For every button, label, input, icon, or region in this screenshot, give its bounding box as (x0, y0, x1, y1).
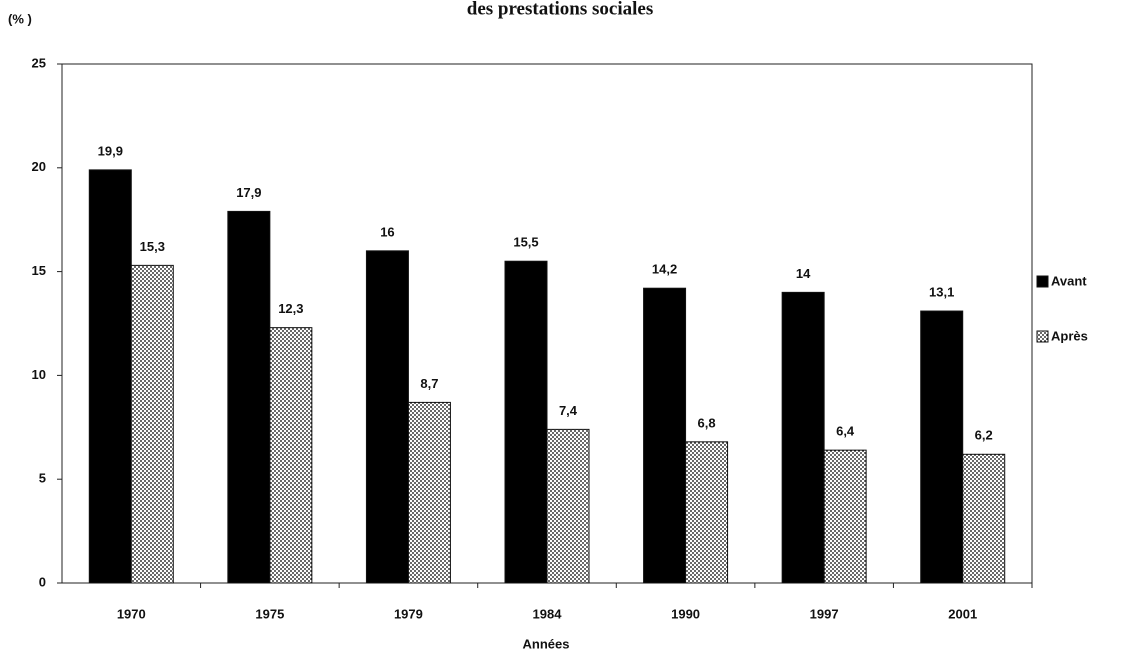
bar (643, 287, 687, 584)
bar (130, 264, 174, 584)
value-label: 15,3 (140, 239, 165, 254)
value-label: 17,9 (236, 185, 261, 200)
x-tick-label: 2001 (948, 606, 977, 621)
chart-title: des prestations sociales (467, 0, 653, 19)
value-label: 8,7 (420, 376, 438, 391)
y-tick-label: 15 (32, 263, 46, 278)
bar (365, 250, 409, 584)
y-axis-label: (% ) (8, 11, 32, 26)
legend-label: Après (1051, 328, 1088, 343)
x-tick-label: 1997 (810, 606, 839, 621)
bar (546, 428, 590, 584)
x-tick-label: 1979 (394, 606, 423, 621)
x-tick-label: 1984 (533, 606, 563, 621)
value-label: 16 (380, 224, 394, 239)
legend-label: Avant (1051, 273, 1087, 288)
legend-swatch (1036, 330, 1049, 343)
value-label: 13,1 (929, 284, 954, 299)
y-tick-label: 10 (32, 367, 46, 382)
bar (920, 310, 964, 584)
x-tick-label: 1975 (255, 606, 284, 621)
x-axis-label: Années (523, 636, 570, 651)
value-label: 19,9 (98, 143, 123, 158)
bar (269, 327, 313, 584)
legend-swatch (1036, 275, 1049, 288)
bar (88, 169, 132, 584)
y-tick-label: 5 (39, 471, 46, 486)
bar (685, 441, 729, 584)
value-label: 15,5 (513, 235, 538, 250)
value-label: 14,2 (652, 262, 677, 277)
y-tick-label: 25 (32, 55, 46, 70)
bar (823, 449, 867, 584)
bar (781, 291, 825, 584)
bar (962, 453, 1006, 584)
bar (504, 260, 548, 584)
bar (227, 210, 271, 584)
x-tick-label: 1990 (671, 606, 700, 621)
value-label: 6,2 (975, 428, 993, 443)
y-tick-label: 20 (32, 159, 46, 174)
y-tick-label: 0 (39, 574, 46, 589)
value-label: 6,4 (836, 424, 855, 439)
value-label: 12,3 (278, 301, 303, 316)
value-label: 14 (796, 266, 811, 281)
x-tick-label: 1970 (117, 606, 146, 621)
bar (407, 401, 451, 584)
value-label: 7,4 (559, 403, 578, 418)
value-label: 6,8 (698, 415, 716, 430)
